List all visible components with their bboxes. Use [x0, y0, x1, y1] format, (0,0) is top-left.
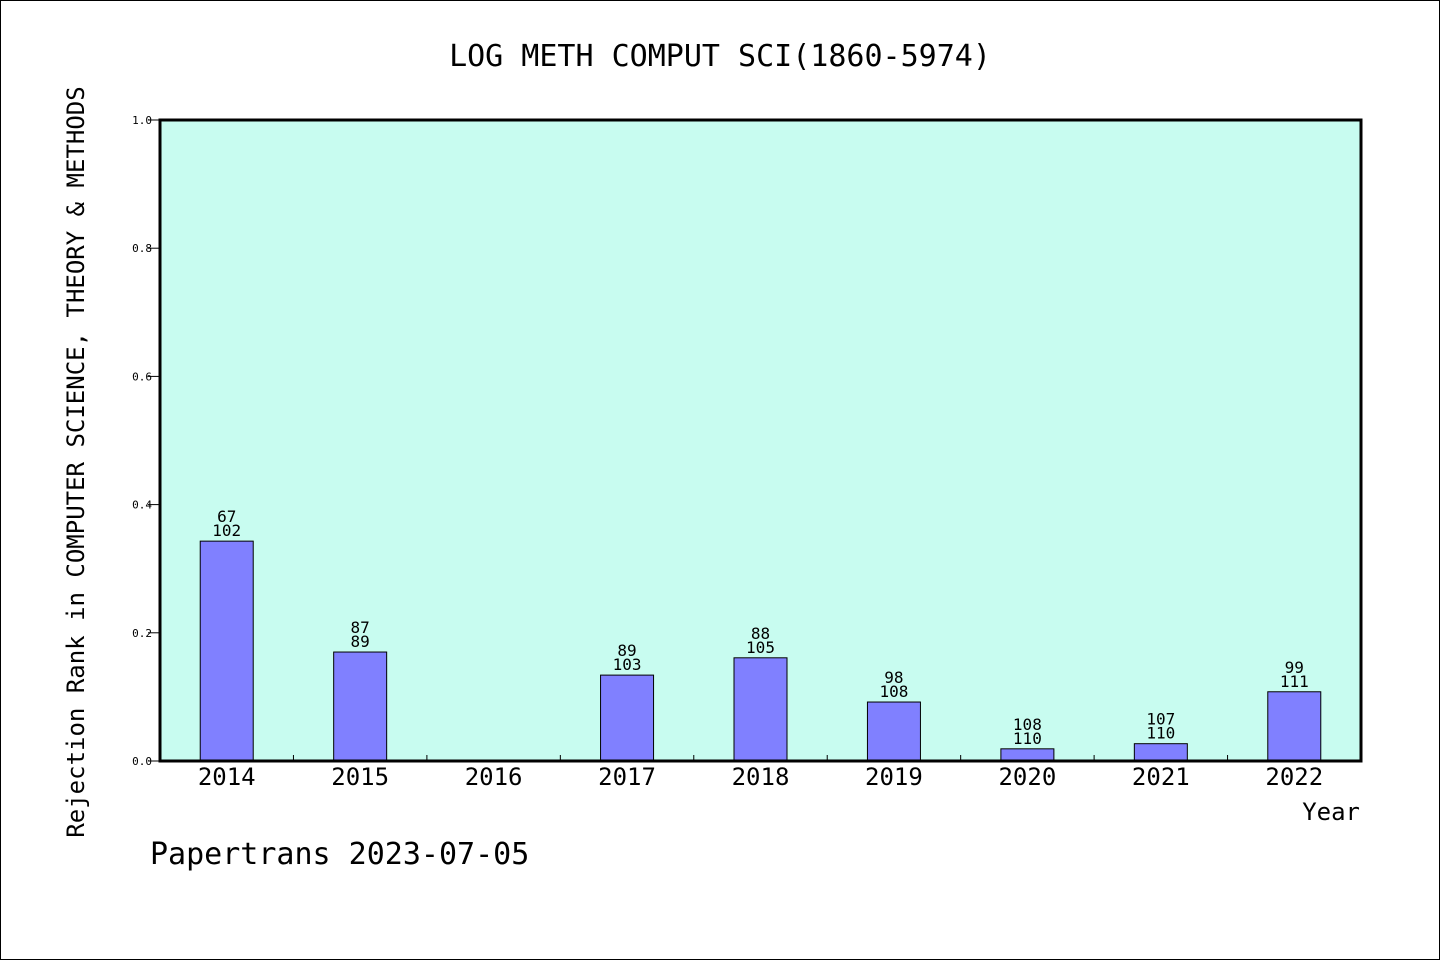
x-tick-label: 2016 [465, 763, 523, 791]
x-tick-label: 2020 [998, 763, 1056, 791]
bar-2019 [866, 701, 921, 762]
data-label-top: 107 [1146, 710, 1175, 729]
data-label-bottom: 102 [212, 521, 241, 540]
data-label-top: 98 [884, 668, 903, 687]
data-label-bottom: 108 [879, 682, 908, 701]
y-tick-label: 0.2 [132, 627, 152, 640]
data-label-bottom: 105 [746, 638, 775, 657]
bar-2015 [333, 651, 388, 762]
data-label-top: 87 [351, 618, 370, 637]
data-label-bottom: 111 [1280, 672, 1309, 691]
y-tick-label: 0.0 [132, 755, 152, 768]
plot-border [158, 118, 1363, 763]
x-tick-label: 2017 [598, 763, 656, 791]
data-label-top: 108 [1013, 715, 1042, 734]
data-label-bottom: 110 [1146, 724, 1175, 743]
data-label-top: 89 [617, 641, 636, 660]
y-axis-label: Rejection Rank in COMPUTER SCIENCE, THEO… [62, 86, 90, 837]
bar-2020 [1000, 748, 1055, 762]
x-axis-label: Year [1302, 798, 1360, 826]
chart-title: LOG METH COMPUT SCI(1860-5974) [449, 39, 991, 74]
bars [199, 540, 1322, 762]
x-tick-label: 2015 [331, 763, 389, 791]
data-label-top: 88 [751, 624, 770, 643]
y-tick-label: 0.8 [132, 242, 152, 255]
bar-2018 [733, 657, 788, 762]
y-tick-label: 0.4 [132, 499, 152, 512]
data-label-bottom: 103 [613, 655, 642, 674]
data-label-top: 99 [1285, 658, 1304, 677]
x-tick-label: 2022 [1265, 763, 1323, 791]
data-label-bottom: 89 [351, 632, 370, 651]
footer-text: Papertrans 2023-07-05 [150, 837, 529, 872]
bar-2014 [199, 540, 254, 762]
x-tick-label: 2018 [732, 763, 790, 791]
bar-2017 [600, 674, 655, 762]
axis-ticks: 0.0 0.2 0.4 0.6 0.8 1.0 2014 2015 2016 2017 2018 20… [132, 114, 1323, 791]
bar-2022 [1267, 691, 1322, 762]
data-label-top: 67 [217, 507, 236, 526]
y-tick-label: 0.6 [132, 370, 152, 383]
x-tick-label: 2021 [1132, 763, 1190, 791]
bar-2021 [1133, 743, 1188, 762]
x-tick-label: 2014 [198, 763, 256, 791]
x-tick-label: 2019 [865, 763, 923, 791]
y-tick-label: 1.0 [132, 114, 152, 127]
data-label-bottom: 110 [1013, 729, 1042, 748]
